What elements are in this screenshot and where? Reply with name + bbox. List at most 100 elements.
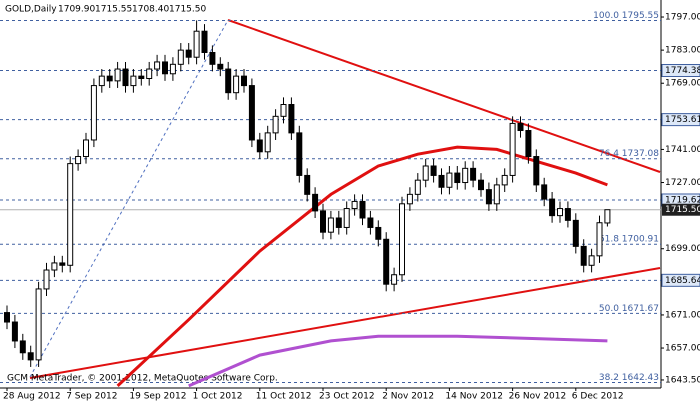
candle-body	[327, 217, 334, 233]
candle-body	[359, 200, 366, 219]
candle-body	[193, 30, 200, 58]
candle-body	[406, 193, 413, 205]
candle-body	[35, 288, 42, 361]
candle-body	[162, 61, 168, 75]
x-tick-label: 6 Dec 2012	[572, 392, 624, 402]
fib-line	[29, 19, 229, 378]
candle-body	[154, 61, 161, 70]
candle-body	[27, 352, 34, 361]
candle-body	[517, 122, 524, 132]
header-value: 1715.50	[169, 5, 206, 15]
candle-body	[130, 75, 137, 87]
candle-body	[264, 132, 271, 153]
candle-body	[185, 49, 192, 58]
candle-body	[169, 63, 176, 75]
header-value: 1708.40	[132, 5, 169, 15]
moving-average	[116, 145, 608, 387]
candle-body	[201, 30, 208, 53]
y-tick-label: 1769.00	[665, 79, 700, 89]
candle-body	[375, 226, 382, 240]
candle-body	[248, 85, 255, 141]
candle-body	[485, 189, 492, 205]
candle-body	[138, 75, 145, 79]
candle-body	[391, 274, 398, 285]
bid-label: 1715.50	[665, 205, 700, 215]
candle-body	[588, 255, 595, 266]
candle-body	[233, 75, 240, 94]
candle-body	[67, 163, 74, 266]
price-box	[661, 64, 700, 78]
candle-body	[557, 208, 563, 217]
candle-body	[288, 104, 295, 134]
candle-body	[280, 104, 287, 117]
y-tick-label: 1643.50	[665, 375, 700, 385]
price-label: 1753.61	[665, 115, 700, 125]
header-value: 1715.55	[95, 5, 132, 15]
candle-body	[272, 115, 279, 134]
price-label: 1719.62	[665, 195, 700, 205]
fib-label: 50.0 1671.67	[599, 304, 659, 314]
candle-body	[43, 269, 50, 290]
bid-box	[662, 203, 700, 216]
candle-body	[209, 51, 216, 65]
candle-body	[59, 262, 66, 266]
candle-body	[478, 179, 484, 191]
candle-body	[414, 179, 421, 195]
x-tick-label: 2 Nov 2012	[382, 392, 434, 402]
candle-body	[541, 184, 548, 200]
candle-body	[501, 174, 508, 186]
candle-body	[83, 139, 89, 158]
x-tick-label: 28 Aug 2012	[3, 392, 61, 402]
candle-body	[304, 174, 311, 195]
candle-body	[367, 217, 374, 228]
y-tick-label: 1727.00	[665, 178, 700, 188]
fib-label: 38.2 1642.43	[599, 373, 659, 383]
candle-body	[533, 156, 540, 186]
y-tick-label: 1671.00	[665, 310, 700, 320]
candle-body	[98, 75, 105, 87]
candle-body	[335, 217, 342, 228]
candle-body	[225, 68, 232, 94]
price-label: 1685.64	[665, 276, 700, 286]
candle-body	[296, 132, 303, 176]
fib-label: 61.8 1700.91	[599, 235, 659, 245]
candle-body	[446, 172, 453, 188]
candle-body	[438, 174, 445, 188]
candle-body	[454, 172, 461, 184]
candle-body	[312, 193, 319, 212]
candle-body	[177, 49, 184, 65]
price-label: 1774.38	[665, 66, 700, 76]
title: GOLD,Daily	[5, 5, 57, 15]
candle-body	[351, 200, 358, 210]
trend-line	[227, 19, 661, 173]
candle-body	[470, 167, 477, 181]
candle-body	[596, 222, 603, 257]
candle-body	[19, 340, 26, 354]
candle-body	[122, 68, 129, 87]
y-tick-label: 1797.00	[665, 13, 700, 23]
x-tick-label: 19 Sep 2012	[129, 392, 186, 402]
candle-body	[564, 208, 571, 221]
candle-body	[572, 219, 579, 247]
candle-body	[343, 208, 350, 228]
candle-body	[241, 75, 247, 87]
candle-body	[11, 321, 18, 342]
x-tick-label: 7 Sep 2012	[66, 392, 117, 402]
x-tick-label: 1 Oct 2012	[193, 392, 243, 402]
price-box	[661, 113, 700, 127]
candle-body	[217, 63, 224, 70]
candle-body	[75, 156, 82, 165]
candle-body	[462, 167, 469, 184]
fib-label: 100.0 1795.55	[593, 11, 659, 21]
candle-body	[525, 130, 532, 158]
header-value: 1709.90	[58, 5, 95, 15]
candle-body	[580, 245, 587, 266]
price-box	[661, 273, 700, 287]
x-tick-label: 23 Oct 2012	[319, 392, 375, 402]
y-tick-label: 1741.00	[665, 145, 700, 155]
candle-body	[146, 68, 153, 79]
y-tick-label: 1657.00	[665, 344, 700, 354]
